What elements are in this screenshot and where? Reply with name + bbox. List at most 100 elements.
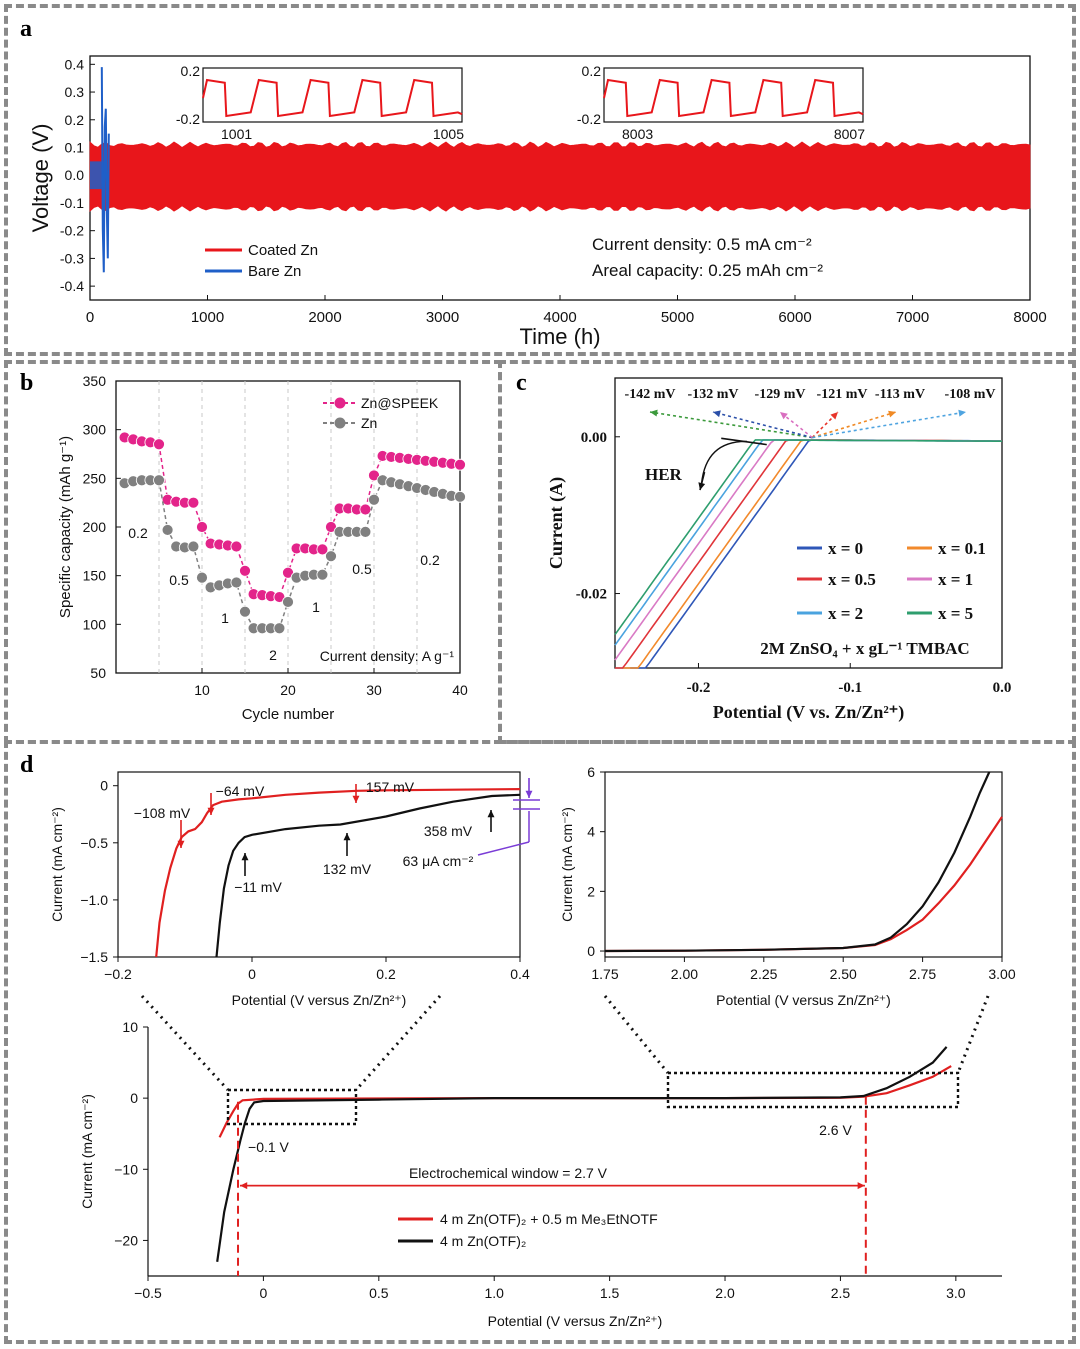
y-tick-label-c: -0.02 [576,587,607,603]
data-point-zn [282,596,294,608]
y-tick-label-d-main: −10 [114,1161,138,1177]
inset-frame-a-1 [603,67,864,123]
rate-label: 0.2 [128,525,148,541]
legend-label-c: x = 2 [828,604,863,623]
x-tick-label-d-main: 0.5 [369,1285,389,1301]
x-tick-label-a: 8000 [1013,309,1046,326]
x-axis-label-c: Potential (V vs. Zn/Zn²⁺) [713,702,905,723]
inset-x-tick-label: 8007 [834,126,865,142]
data-point-zn [325,550,337,563]
y-tick-label-a: -0.4 [60,278,84,294]
x-tick-label-d-main: 2.5 [831,1285,851,1301]
y-tick-label-a: 0.2 [65,112,85,128]
bare-zn-voltage-spikes [100,67,110,273]
data-point-zn [230,576,243,589]
onset-arrow-head [888,410,896,418]
legend-label-c: x = 1 [938,570,973,589]
data-point-zn-speek [359,503,372,516]
legend-marker-zn-speek [334,397,346,409]
current-gap-leader [477,841,530,856]
data-point-zn [454,490,466,503]
data-point-zn [153,474,165,487]
onset-label: -142 mV [625,387,676,402]
y-tick-label-d-main: −20 [114,1232,138,1248]
y-tick-label-d-right: 6 [587,764,595,780]
y-tick-label-d-right: 2 [587,883,595,899]
data-point-zn [196,571,208,584]
zoom-box-left [226,1088,358,1126]
panel-label-d: d [20,752,34,778]
annotation-minus11: −11 mV [234,879,282,895]
x-axis-label-d-main: Potential (V versus Zn/Zn²⁺) [488,1313,663,1329]
onset-label: -121 mV [817,387,868,402]
x-tick-label-d-main: 1.0 [484,1285,504,1301]
panel-label-b: b [20,370,34,396]
onset-arrow-shaft [649,411,813,439]
data-point-zn [239,605,251,618]
x-tick-label-a: 6000 [778,309,811,326]
inset-x-tick-label: 1001 [221,126,252,142]
bare-zn-voltage-band [90,161,105,190]
marker-arrow-358-head [487,810,495,818]
x-tick-label-a: 0 [86,309,94,326]
marker-arrow-minus11-head [241,853,249,861]
annotation-63-ua: 63 μA cm⁻² [403,853,474,869]
y-tick-label-d-left: −1.5 [80,949,108,965]
marker-label-2-6: 2.6 V [819,1122,852,1138]
lsv-curve [614,439,1002,636]
y-tick-label-b: 150 [83,568,107,584]
rate-label: 0.5 [169,572,189,588]
marker-label-minus0-1: −0.1 V [248,1139,290,1155]
x-tick-label-b: 40 [452,682,468,698]
data-point-zn-speek [230,540,243,553]
x-axis-label-d-right: Potential (V versus Zn/Zn²⁺) [716,992,891,1008]
x-tick-label-b: 10 [194,682,210,698]
inset-voltage-trace-0 [202,78,463,118]
x-tick-label-a: 5000 [661,309,694,326]
onset-arrow-head [713,410,721,418]
x-axis-label-d-left: Potential (V versus Zn/Zn²⁺) [232,992,407,1008]
x-tick-label-d-main: 3.0 [946,1285,966,1301]
panel-label-c: c [516,370,527,396]
onset-label: -108 mV [945,387,996,402]
inset-y-tick-label: -0.2 [176,111,200,127]
data-point-zn-speek [153,438,165,451]
legend-marker-zn [334,417,346,429]
y-tick-label-a: 0.4 [65,56,85,72]
her-reference-curve [721,437,767,446]
inset-y-tick-label: 0.2 [582,63,602,79]
inset-y-tick-label: -0.2 [577,111,601,127]
marker-arrow-minus64-head [207,807,215,815]
y-tick-label-d-main: 0 [130,1090,138,1106]
x-tick-label-d-main: −0.5 [134,1285,162,1301]
x-tick-label-d-main: 2.0 [715,1285,735,1301]
x-tick-label-c: 0.0 [993,680,1012,696]
y-tick-label-a: -0.1 [60,195,84,211]
x-tick-label-d-main: 1.5 [600,1285,620,1301]
onset-label: -113 mV [875,387,925,402]
x-tick-label-c: -0.2 [687,680,711,696]
electrochemical-window-label: Electrochemical window = 2.7 V [409,1165,608,1181]
y-axis-label-a: Voltage (V) [28,124,53,233]
data-point-zn [368,493,380,506]
lsv-trace-d-right-1 [604,771,991,953]
y-tick-label-d-left: −0.5 [80,835,108,851]
y-tick-label-b: 250 [83,470,107,486]
current-density-unit-label: Current density: A g⁻¹ [320,648,455,664]
legend-label-coated-zn: Coated Zn [248,242,318,259]
y-tick-label-a: 0.3 [65,84,85,100]
x-tick-label-d-right: 2.75 [909,966,936,982]
data-point-zn-speek [196,521,208,533]
legend-label-bare-zn: Bare Zn [248,263,301,280]
y-tick-label-b: 50 [90,665,106,681]
her-direction-curve [700,440,748,484]
inset-x-tick-label: 1005 [433,126,464,142]
onset-label: -129 mV [755,387,806,402]
annotation-minus64: −64 mV [216,783,265,799]
her-arrow-head [698,482,706,491]
y-tick-label-d-right: 0 [587,943,595,959]
y-tick-label-d-right: 4 [587,824,595,840]
legend-label-zn-speek: Zn@SPEEK [361,395,439,411]
legend-label-d-black: 4 m Zn(OTF)₂ [440,1233,526,1249]
y-tick-label-a: -0.2 [60,223,84,239]
